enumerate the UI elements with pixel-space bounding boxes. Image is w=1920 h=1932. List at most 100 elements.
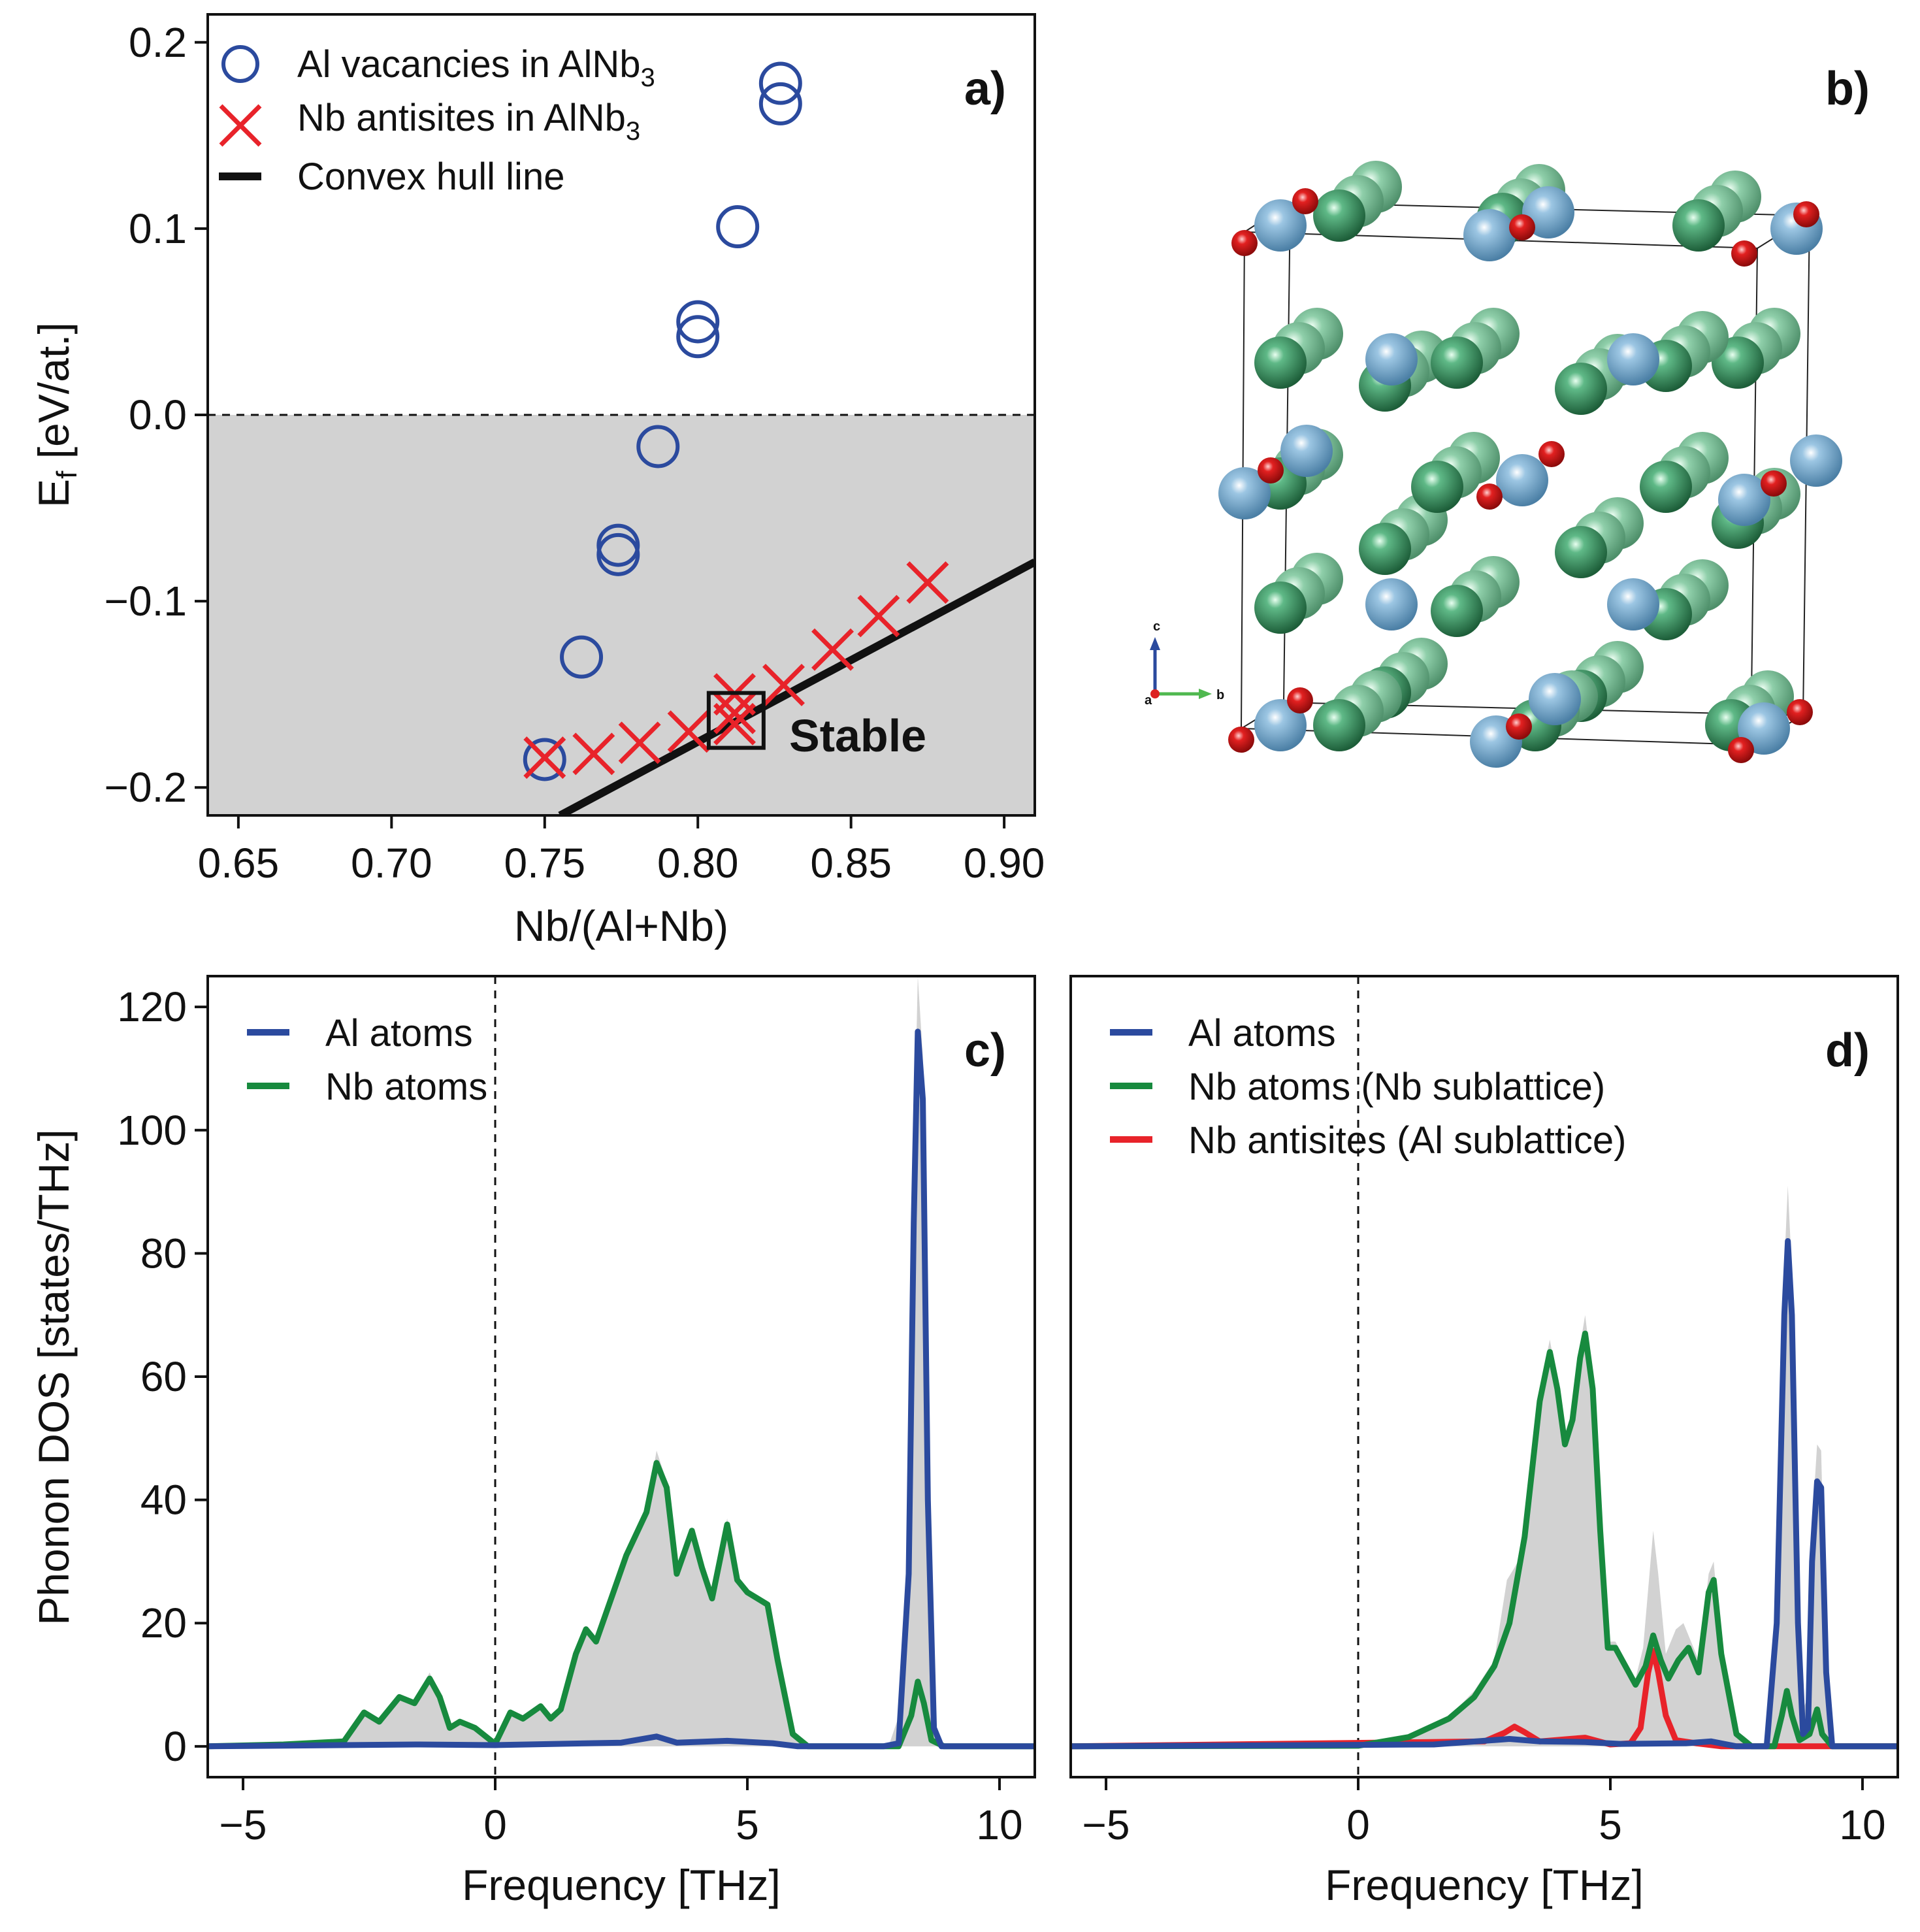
vacancy-point bbox=[523, 738, 566, 781]
panel-c-y-tick-label: 120 bbox=[117, 983, 187, 1030]
al-atom bbox=[1254, 699, 1307, 751]
c-axis-label: c bbox=[1153, 619, 1160, 634]
legend-vacancy-marker bbox=[221, 45, 259, 83]
panel-c-legend: Al atoms Nb atoms bbox=[247, 1012, 487, 1108]
nb-antisite-atom bbox=[1287, 687, 1313, 713]
antisite-point bbox=[572, 732, 615, 776]
nb-antisite-atom bbox=[1292, 188, 1318, 214]
a-axis-label: a bbox=[1145, 693, 1152, 708]
panel-a-y-tick-label: −0.2 bbox=[105, 764, 187, 811]
al-atom bbox=[1280, 425, 1333, 477]
al-atom bbox=[1218, 467, 1271, 519]
nb-antisite-atom bbox=[1787, 699, 1813, 725]
atoms bbox=[1218, 161, 1842, 768]
antisite-point bbox=[667, 710, 710, 753]
panel-d-x-axis-label: Frequency [THz] bbox=[1325, 1861, 1644, 1909]
nb-antisite-atom bbox=[1506, 713, 1532, 740]
nb-atom bbox=[1640, 461, 1692, 513]
panel-a-x-tick-label: 0.70 bbox=[351, 840, 432, 887]
nb-atom bbox=[1555, 526, 1607, 578]
panel-c-y-tick-label: 80 bbox=[140, 1230, 187, 1277]
al-atom bbox=[1607, 333, 1659, 385]
stable-label: Stable bbox=[789, 710, 926, 761]
nb-antisite-atom bbox=[1476, 483, 1503, 510]
antisite-point bbox=[523, 736, 566, 779]
panel-c-x-tick-label: 5 bbox=[736, 1801, 759, 1848]
antisite-point bbox=[713, 702, 756, 745]
antisite-point bbox=[811, 628, 854, 671]
panel-c-series-line bbox=[208, 1028, 1035, 1750]
nb-atom bbox=[1411, 461, 1463, 513]
nb-atom bbox=[1359, 523, 1411, 575]
panel-c-frame bbox=[206, 975, 1036, 1778]
nb-atom bbox=[1254, 581, 1307, 634]
panel-d-series-line bbox=[1071, 1330, 1898, 1750]
axis-triad: c a b bbox=[1145, 619, 1224, 708]
vacancy-point bbox=[758, 82, 802, 125]
panel-a-y-tick-label: −0.1 bbox=[105, 578, 187, 625]
panel-a-label: a) bbox=[964, 63, 1006, 115]
legend-antisite-marker bbox=[219, 104, 262, 147]
panel-c-y-tick-label: 100 bbox=[117, 1107, 187, 1154]
nb-antisite-atom bbox=[1509, 214, 1535, 240]
convex-hull-line bbox=[558, 558, 1035, 815]
al-atom bbox=[1365, 333, 1418, 385]
antisite-point bbox=[857, 595, 900, 638]
panel-a-frame bbox=[206, 13, 1036, 817]
legend-hull-label: Convex hull line bbox=[297, 156, 564, 198]
stable-marker bbox=[706, 691, 766, 750]
nb-antisite-atom bbox=[1258, 457, 1284, 483]
panel-a-legend: Al vacancies in AlNb3 Nb antisites in Al… bbox=[219, 43, 655, 198]
vacancy-point bbox=[758, 61, 802, 105]
nb-antisite-atom bbox=[1761, 470, 1787, 497]
vacancy-point bbox=[560, 635, 604, 679]
panel-a-y-tick-label: 0.1 bbox=[129, 205, 187, 252]
antisite-point bbox=[906, 561, 949, 604]
panel-d-total-dos-area bbox=[1071, 1185, 1898, 1746]
al-atom bbox=[1718, 474, 1770, 526]
al-atom bbox=[1529, 673, 1581, 725]
vacancy-point bbox=[676, 315, 720, 359]
panel-c-x-axis-label: Frequency [THz] bbox=[462, 1861, 781, 1909]
panel-b-crystal-structure: c a b b) bbox=[1145, 63, 1870, 768]
panel-d-phonon-dos: −5 0 5 10 d) Al atoms Nb atoms (Nb sublattic… bbox=[1069, 975, 1899, 1909]
panel-c-y-tick-label: 0 bbox=[163, 1723, 187, 1770]
al-atom bbox=[1607, 578, 1659, 630]
panel-a-y-tick-label: 0.2 bbox=[129, 19, 187, 66]
panel-d-series-line bbox=[1071, 1238, 1898, 1750]
nb-antisite-atom bbox=[1731, 240, 1757, 267]
al-atom bbox=[1790, 434, 1842, 487]
panel-d-x-tick-label: 0 bbox=[1346, 1801, 1370, 1848]
b-axis-label: b bbox=[1216, 688, 1224, 702]
panel-d-legend: Al atoms Nb atoms (Nb sublattice) Nb antis… bbox=[1110, 1012, 1626, 1162]
vacancy-point bbox=[596, 532, 640, 576]
panel-c-x-tick-label: 0 bbox=[483, 1801, 507, 1848]
panel-c-legend-label: Al atoms bbox=[325, 1012, 473, 1055]
vacancy-point bbox=[636, 425, 680, 468]
a-axis-arrow bbox=[1150, 689, 1160, 698]
panel-c-y-axis-label: Phonon DOS [states/THz] bbox=[29, 1129, 78, 1625]
panel-d-legend-label: Nb atoms (Nb sublattice) bbox=[1188, 1066, 1605, 1108]
panel-c-y-tick-label: 60 bbox=[140, 1353, 187, 1400]
nb-antisite-atom bbox=[1228, 727, 1254, 753]
legend-antisite-label: Nb antisites in AlNb3 bbox=[297, 97, 640, 146]
legend-vacancy-label: Al vacancies in AlNb3 bbox=[297, 43, 655, 92]
antisite-point bbox=[618, 721, 661, 764]
al-atom bbox=[1463, 209, 1516, 261]
al-atom bbox=[1254, 199, 1307, 252]
panel-c-y-tick-label: 40 bbox=[140, 1477, 187, 1524]
panel-d-x-tick-label: 10 bbox=[1839, 1801, 1885, 1848]
panel-a-y-tick-label: 0.0 bbox=[129, 391, 187, 438]
panel-c-total-dos-area bbox=[208, 976, 1035, 1746]
panel-d-legend-label: Nb antisites (Al sublattice) bbox=[1188, 1119, 1626, 1162]
nb-atom bbox=[1672, 199, 1725, 252]
panel-c-x-tick-label: 10 bbox=[976, 1801, 1022, 1848]
panel-a-formation-energy-plot: 0.65 0.70 0.75 0.80 0.85 0.90 −0.2 −0.1 0.0 0.1 0.… bbox=[29, 13, 1045, 950]
nb-atom bbox=[1555, 363, 1607, 415]
panel-c-x-tick-label: −5 bbox=[220, 1801, 267, 1848]
panel-d-x-tick-label: −5 bbox=[1082, 1801, 1130, 1848]
panel-a-x-tick-label: 0.85 bbox=[810, 840, 892, 887]
panel-c-label: c) bbox=[964, 1024, 1006, 1077]
